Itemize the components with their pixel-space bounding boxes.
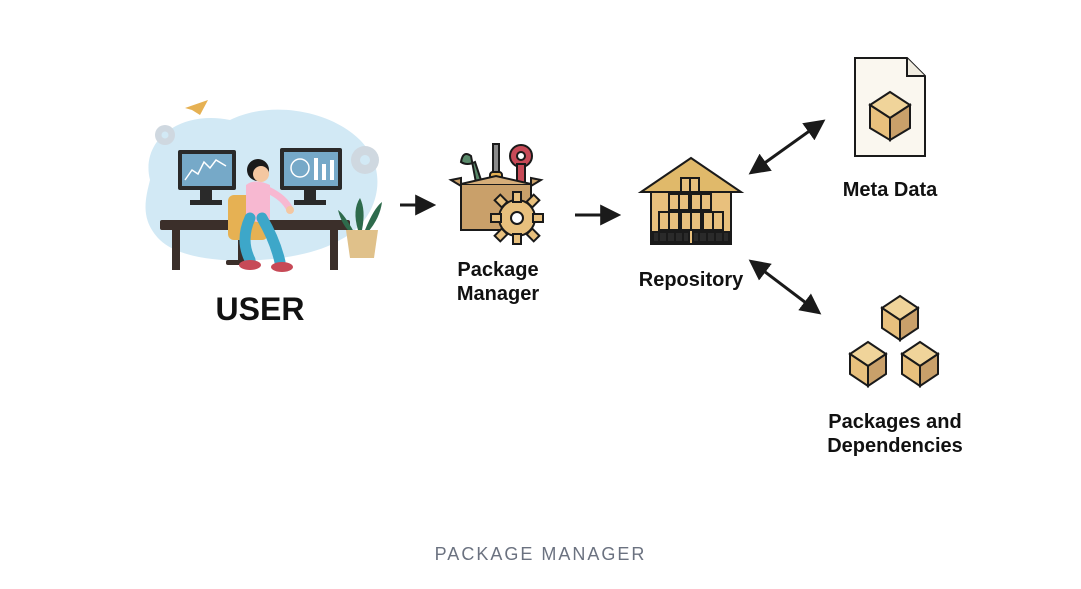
arrows-layer xyxy=(0,0,1081,589)
arrow-repo-metadata xyxy=(752,122,822,172)
diagram-caption: PACKAGE MANAGER xyxy=(0,544,1081,565)
arrow-repo-packages xyxy=(752,262,818,312)
diagram-stage: USER xyxy=(0,0,1081,589)
